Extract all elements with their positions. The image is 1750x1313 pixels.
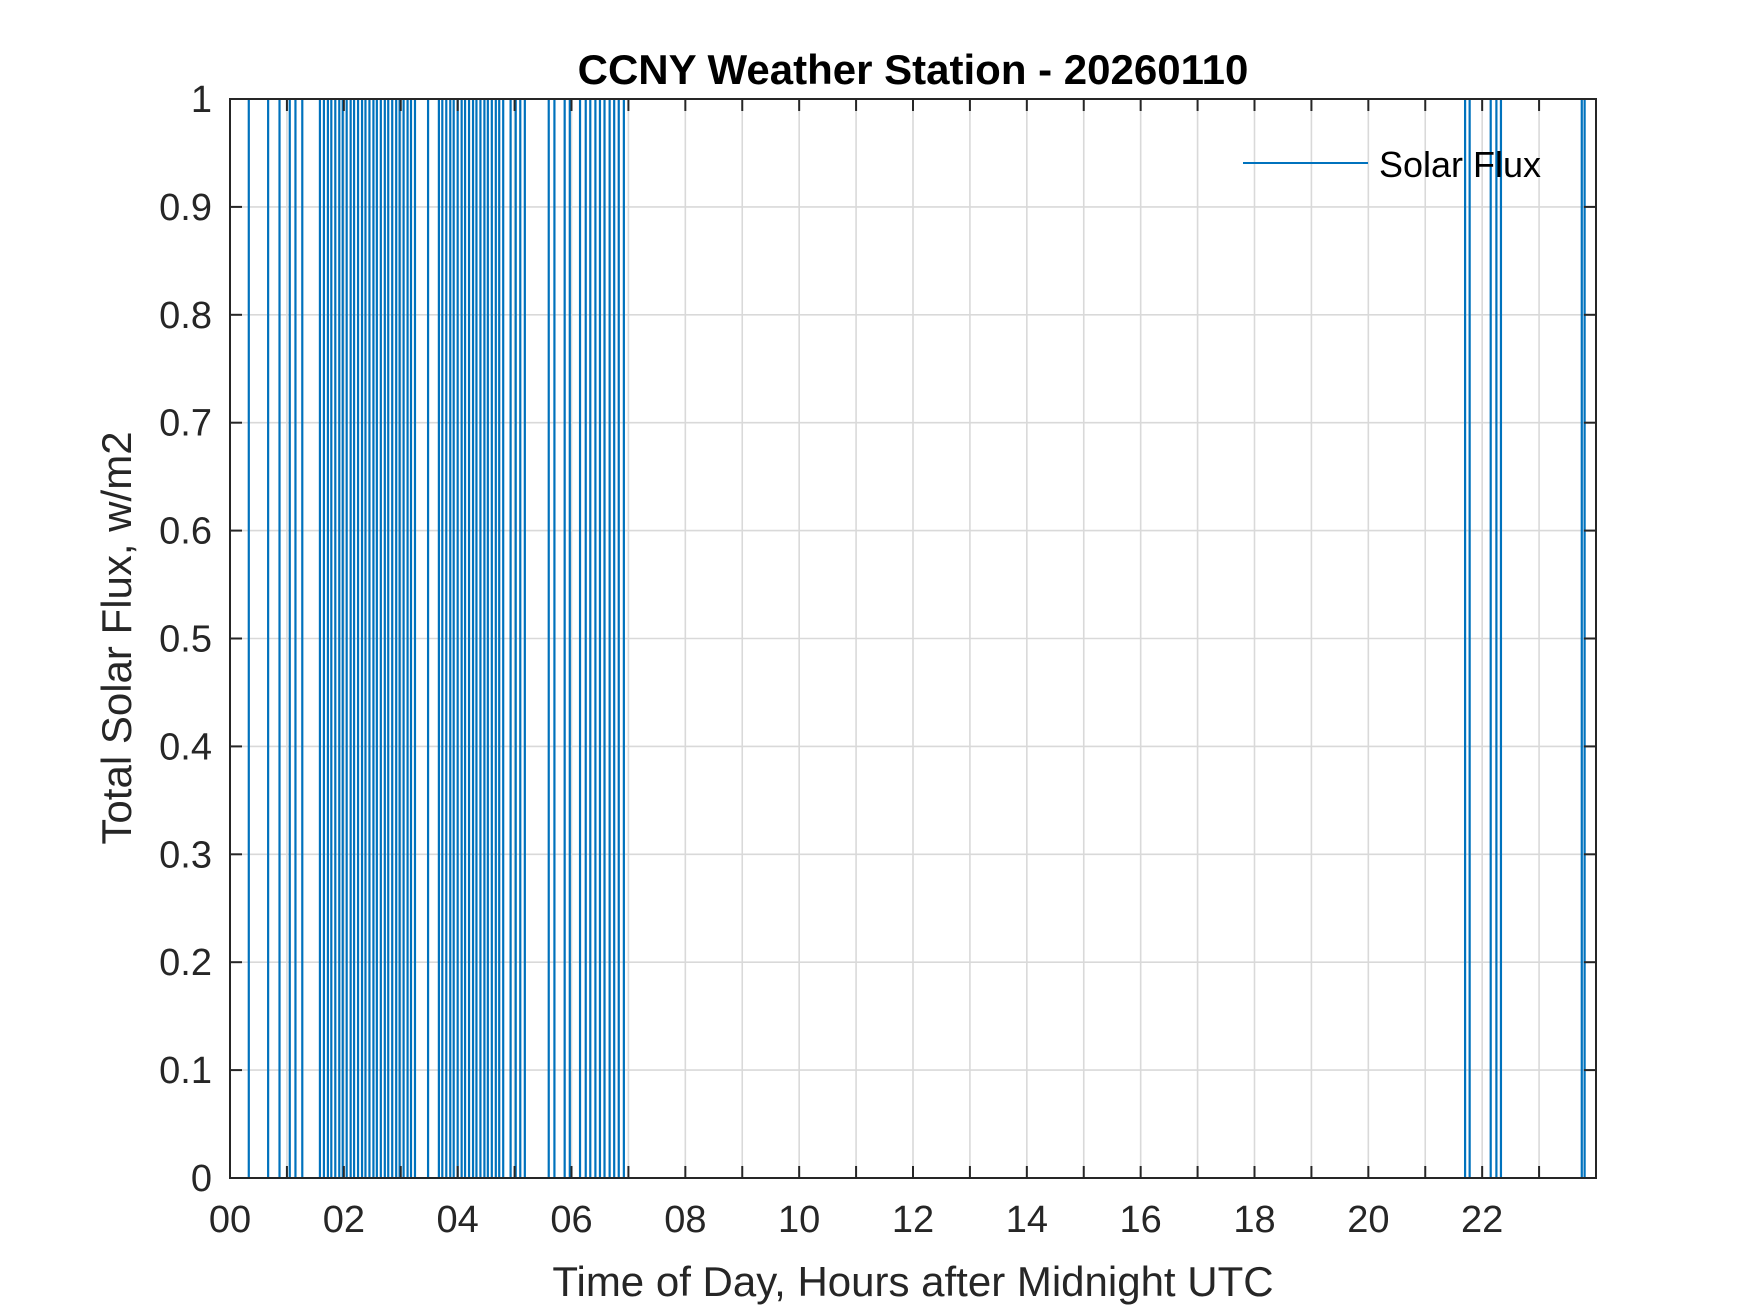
y-tick-label: 0.7 (159, 403, 212, 445)
tick-layer (230, 98, 1596, 1179)
x-tick-label: 16 (1120, 1199, 1162, 1241)
y-tick-label: 0.4 (159, 726, 212, 768)
legend-label-solar-flux: Solar Flux (1379, 144, 1541, 185)
y-tick-label: 0.3 (159, 834, 212, 876)
tick-label-layer: 00 02 04 06 08 10 12 14 16 18 20 22 0 0.1 0.2 0.3 0.4 0.5… (159, 79, 1503, 1241)
y-tick-label: 0.2 (159, 942, 212, 984)
x-tick-label: 20 (1347, 1199, 1389, 1241)
chart-title: CCNY Weather Station - 20260110 (578, 46, 1249, 93)
x-tick-label: 18 (1233, 1199, 1275, 1241)
x-tick-label: 02 (323, 1199, 365, 1241)
x-tick-label: 08 (664, 1199, 706, 1241)
y-tick-label: 0.5 (159, 619, 212, 661)
x-tick-label: 22 (1461, 1199, 1503, 1241)
x-tick-label: 10 (778, 1199, 820, 1241)
x-tick-label: 06 (550, 1199, 592, 1241)
series-layer (247, 99, 1586, 1178)
y-tick-label: 0.8 (159, 295, 212, 337)
y-axis-label: Total Solar Flux, w/m2 (93, 431, 140, 844)
y-tick-label: 0.9 (159, 187, 212, 229)
y-tick-label: 0 (191, 1158, 212, 1200)
y-tick-label: 1 (191, 79, 212, 121)
x-tick-label: 04 (437, 1199, 479, 1241)
x-axis-label: Time of Day, Hours after Midnight UTC (552, 1258, 1273, 1305)
legend: Solar Flux (1243, 144, 1541, 185)
grid-layer (230, 99, 1596, 1178)
y-tick-label: 0.1 (159, 1050, 212, 1092)
x-tick-label: 12 (892, 1199, 934, 1241)
y-tick-label: 0.6 (159, 511, 212, 553)
x-tick-label: 14 (1006, 1199, 1048, 1241)
x-tick-label: 00 (209, 1199, 251, 1241)
